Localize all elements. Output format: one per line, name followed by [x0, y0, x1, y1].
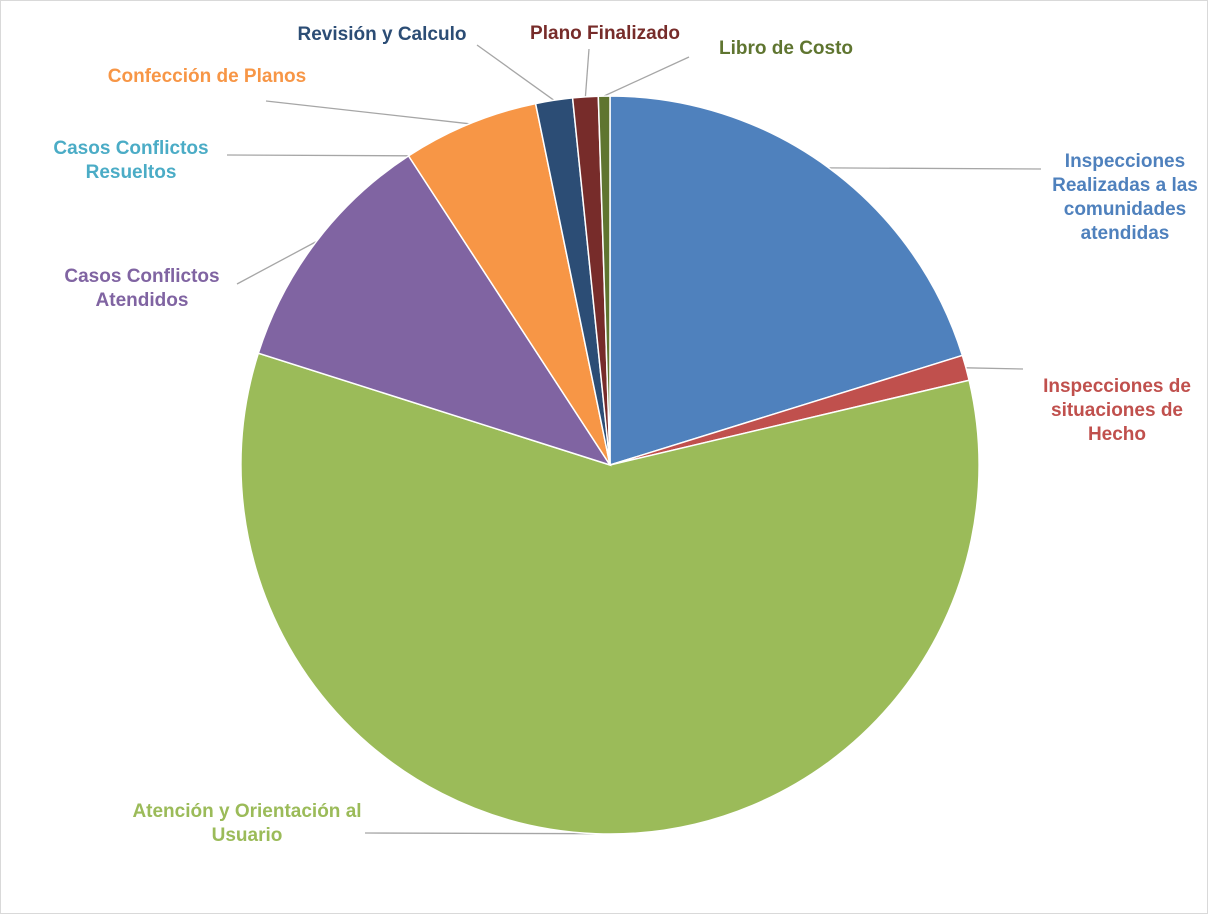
slice-label-line: Usuario [212, 825, 283, 846]
slice-label-line: Casos Conflictos [64, 266, 219, 287]
slice-label-line: comunidades [1064, 199, 1186, 220]
slice-label-confeccion-de-planos: Confección de Planos [108, 66, 306, 87]
slice-label-libro-de-costo: Libro de Costo [719, 38, 853, 59]
pie-slices [240, 95, 980, 835]
pie-slice-atencion-y-orientacion-al-usuario [240, 352, 980, 835]
slice-label-line: Libro de Costo [719, 38, 853, 59]
slice-label-plano-finalizado: Plano Finalizado [530, 23, 680, 44]
pie-slice-libro-de-costo [597, 95, 611, 466]
leader-line-plano-finalizado [584, 48, 590, 97]
slice-label-revision-y-calculo: Revisión y Calculo [298, 24, 467, 45]
slice-label-line: Atención y Orientación al [132, 801, 361, 822]
pie-slice-inspecciones-realizadas-a-las-comunidades-atendidas [609, 95, 964, 467]
slice-label-line: Resueltos [86, 162, 177, 183]
leader-line-revision-y-calculo [476, 44, 555, 101]
slice-label-atencion-y-orientacion-al-usuario: Atención y Orientación al Usuario [132, 801, 361, 846]
pie-slice-casos-conflictos-atendidos [257, 154, 612, 467]
pie-slice-confeccion-de-planos [407, 102, 611, 466]
slice-label-casos-conflictos-resueltos: Casos Conflictos Resueltos [53, 138, 208, 183]
slice-label-line: Plano Finalizado [530, 23, 680, 44]
slice-label-line: Revisión y Calculo [298, 24, 467, 45]
slice-label-line: atendidas [1081, 223, 1170, 244]
slice-label-line: Confección de Planos [108, 66, 306, 87]
leader-lines [226, 44, 1042, 835]
slice-label-line: Hecho [1088, 424, 1146, 445]
slice-label-line: Casos Conflictos [53, 138, 208, 159]
leader-line-libro-de-costo [603, 56, 690, 97]
leader-line-inspecciones-de-situaciones-de-hecho [965, 367, 1024, 370]
slice-label-line: Inspecciones [1065, 151, 1185, 172]
leader-line-casos-conflictos-atendidos [236, 240, 317, 285]
slice-label-inspecciones-realizadas-a-las-comunidades-atendidas: Inspecciones Realizadas a las comunidades a… [1052, 151, 1198, 244]
leader-line-casos-conflictos-resueltos [226, 154, 409, 157]
slice-label-line: Inspecciones de [1043, 376, 1191, 397]
slice-label-line: situaciones de [1051, 400, 1183, 421]
leader-line-confeccion-de-planos [265, 100, 470, 125]
slice-label-casos-conflictos-atendidos: Casos Conflictos Atendidos [64, 266, 219, 311]
slice-label-line: Atendidos [96, 290, 189, 311]
leader-line-atencion-y-orientacion-al-usuario [364, 832, 597, 835]
slice-label-inspecciones-de-situaciones-de-hecho: Inspecciones de situaciones de Hecho [1043, 376, 1191, 445]
slice-label-line: Realizadas a las [1052, 175, 1198, 196]
leader-line-inspecciones-realizadas-a-las-comunidades-atendidas [828, 167, 1042, 170]
slice-labels: Inspecciones Realizadas a las comunidades a… [53, 23, 1197, 846]
